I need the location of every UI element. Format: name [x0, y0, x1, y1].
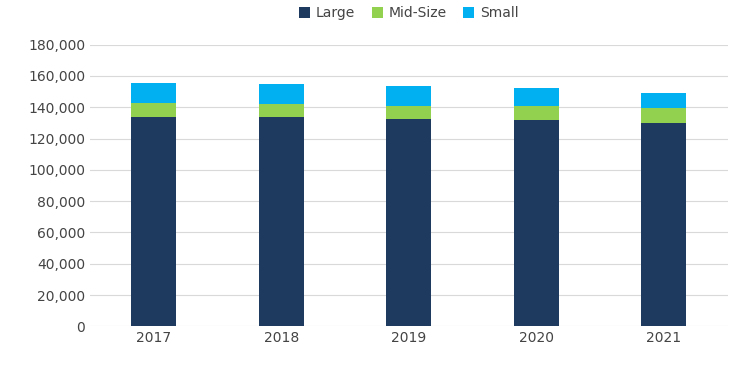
- Bar: [131, 116, 176, 326]
- Bar: [386, 106, 431, 119]
- Bar: [259, 117, 304, 326]
- Bar: [386, 119, 431, 326]
- Bar: [641, 123, 686, 326]
- Bar: [259, 104, 304, 117]
- Bar: [131, 103, 176, 116]
- Legend: Large, Mid-Size, Small: Large, Mid-Size, Small: [293, 1, 524, 26]
- Bar: [641, 93, 686, 108]
- Bar: [131, 83, 176, 103]
- Bar: [641, 108, 686, 123]
- Bar: [514, 106, 559, 120]
- Bar: [514, 120, 559, 326]
- Bar: [259, 85, 304, 104]
- Bar: [514, 88, 559, 106]
- Bar: [386, 86, 431, 106]
